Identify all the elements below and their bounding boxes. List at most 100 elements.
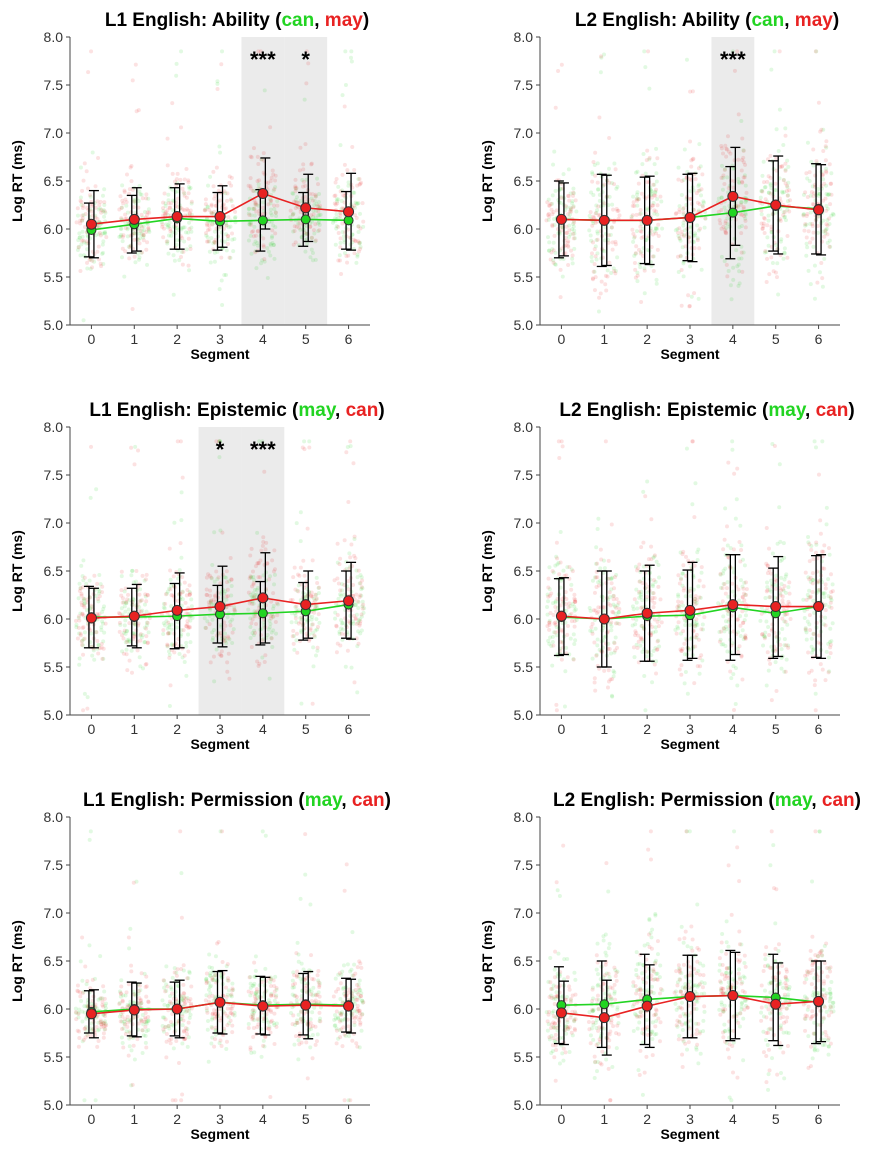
data-point-may [771,200,781,210]
title-suffix: ) [378,400,384,421]
title-separator: , [811,790,822,811]
y-tick-label: 5.5 [44,1049,64,1065]
y-tick-label: 6.0 [44,1001,64,1017]
y-tick-label: 5.5 [514,1049,534,1065]
x-tick-label: 3 [686,1111,694,1127]
x-tick-label: 0 [558,331,566,347]
title-separator: , [805,400,816,421]
title-suffix: ) [848,400,854,421]
data-point-may [172,212,182,222]
y-tick-label: 5.0 [44,707,64,723]
x-tick-label: 0 [558,1111,566,1127]
y-tick-label: 7.5 [514,77,534,93]
y-tick-label: 7.5 [44,77,64,93]
data-point-can [728,208,737,217]
title-prefix: L1 English: Epistemic ( [89,400,299,421]
data-point-can [86,613,96,623]
data-point-can [344,1001,354,1011]
x-tick-label: 1 [130,331,138,347]
y-tick-label: 5.0 [514,317,534,333]
y-tick-label: 6.5 [44,953,64,969]
significance-marker: *** [250,47,276,72]
data-point-may [728,191,738,201]
x-axis-label: Segment [190,736,249,752]
x-tick-label: 2 [173,331,181,347]
x-tick-label: 1 [600,1111,608,1127]
raw-points-can [74,829,365,1102]
x-tick-label: 2 [643,1111,651,1127]
data-point-may [258,609,267,618]
x-tick-label: 4 [259,721,267,737]
data-point-can [814,602,824,612]
y-tick-label: 6.5 [44,563,64,579]
x-axis-label: Segment [660,346,719,362]
data-point-can [172,1004,182,1014]
data-point-may [215,212,225,222]
x-tick-label: 2 [643,331,651,347]
title-series-second: can [346,400,379,421]
highlight-region [199,427,242,715]
raw-points-may [544,49,833,308]
y-axis-label: Log RT (ms) [9,530,25,612]
y-axis-label: Log RT (ms) [9,140,25,222]
y-tick-label: 6.0 [44,611,64,627]
x-tick-label: 5 [772,331,780,347]
title-series-first: may [298,400,336,421]
y-tick-label: 6.5 [44,173,64,189]
y-axis-label: Log RT (ms) [9,920,25,1002]
x-tick-label: 4 [729,1111,737,1127]
title-series-second: may [325,10,363,31]
x-tick-label: 1 [130,721,138,737]
highlight-region [241,427,284,715]
x-tick-label: 3 [216,721,224,737]
y-tick-label: 6.0 [44,221,64,237]
raw-points-can [546,829,834,1102]
data-point-may [556,214,566,224]
x-tick-label: 5 [772,721,780,737]
x-tick-label: 1 [130,1111,138,1127]
title-series-first: may [775,790,813,811]
y-tick-label: 7.0 [44,905,64,921]
y-tick-label: 8.0 [44,809,64,825]
x-tick-label: 2 [643,721,651,737]
y-tick-label: 5.5 [44,659,64,675]
data-point-can [344,596,354,606]
title-suffix: ) [833,10,839,31]
data-point-may [685,212,695,222]
x-axis-label: Segment [190,346,249,362]
title-series-first: can [751,10,784,31]
data-point-may [129,214,139,224]
x-tick-label: 0 [88,1111,96,1127]
title-separator: , [341,790,352,811]
x-tick-label: 1 [600,721,608,737]
data-point-can [814,996,824,1006]
y-tick-label: 5.0 [44,317,64,333]
data-point-may [600,1000,609,1009]
x-tick-label: 5 [302,331,310,347]
data-point-may [258,188,268,198]
y-tick-label: 7.5 [44,857,64,873]
data-point-can [685,605,695,615]
data-point-can [771,602,781,612]
title-prefix: L2 English: Permission ( [553,790,775,811]
y-tick-label: 7.0 [514,905,534,921]
chart-title: L2 English: Ability (can, may) [575,10,839,31]
x-axis-label: Segment [660,1126,719,1142]
x-tick-label: 4 [259,1111,267,1127]
x-tick-label: 4 [259,331,267,347]
x-tick-label: 3 [686,721,694,737]
title-suffix: ) [855,790,861,811]
data-point-can [685,992,695,1002]
x-tick-label: 0 [88,721,96,737]
title-prefix: L2 English: Ability ( [575,10,752,31]
title-series-first: may [768,400,806,421]
x-tick-label: 6 [345,1111,353,1127]
title-separator: , [314,10,325,31]
data-point-can [556,611,566,621]
